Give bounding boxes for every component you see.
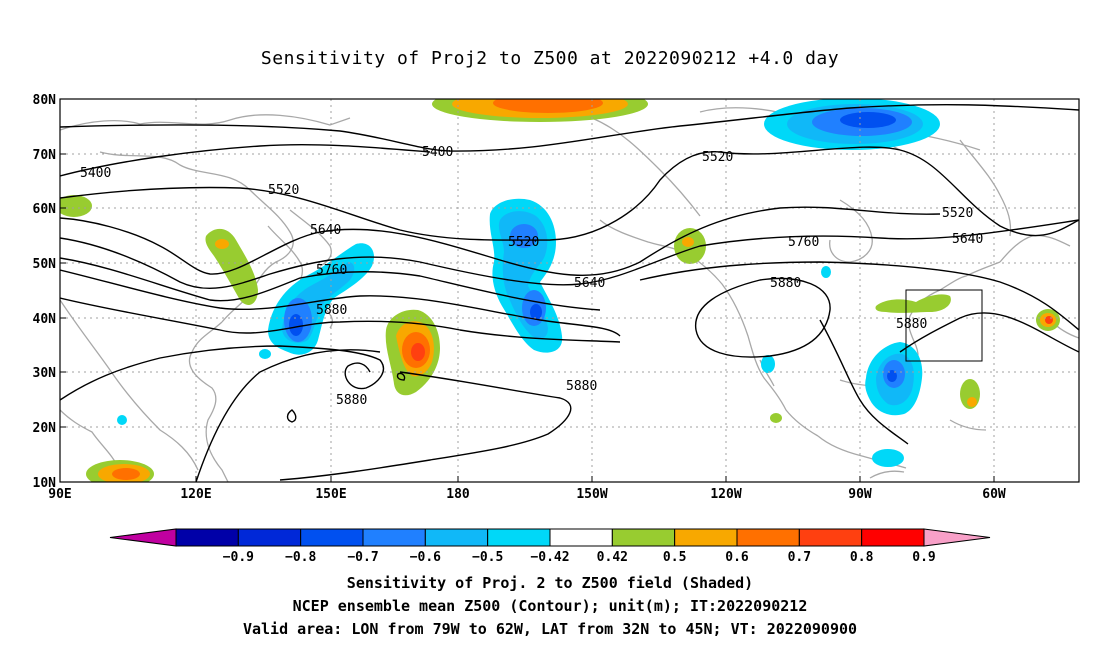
contour-label: 5520 bbox=[268, 183, 299, 198]
contour-labels: 5400 5400 5520 5520 5520 5520 5640 5640 … bbox=[80, 145, 983, 408]
lat-tick-label: 50N bbox=[33, 257, 57, 272]
colorbar-swatch bbox=[611, 528, 676, 547]
lon-tick-label: 60W bbox=[982, 487, 1006, 502]
colorbar-swatch bbox=[237, 528, 302, 547]
colorbar-label: −0.7 bbox=[347, 550, 378, 565]
lat-tick-label: 70N bbox=[33, 148, 57, 163]
colorbar-swatch bbox=[300, 528, 364, 547]
contour-label: 5880 bbox=[770, 276, 801, 291]
lon-tick-label: 180 bbox=[446, 487, 470, 502]
lat-lon-grid bbox=[60, 99, 1079, 482]
contour-label: 5640 bbox=[310, 223, 341, 238]
lon-tick-label: 90E bbox=[48, 487, 71, 502]
contour-label: 5880 bbox=[316, 303, 347, 318]
contour-label: 5760 bbox=[788, 235, 819, 250]
colorbar-label: −0.5 bbox=[472, 550, 503, 565]
colorbar-label: 0.7 bbox=[788, 550, 811, 565]
contour-label: 5880 bbox=[896, 317, 927, 332]
contour-label: 5400 bbox=[422, 145, 453, 160]
latitude-labels: 80N 70N 60N 50N 40N 30N 20N 10N bbox=[33, 93, 57, 491]
z500-contours bbox=[60, 103, 1079, 482]
contour-label: 5520 bbox=[508, 235, 539, 250]
longitude-labels: 90E 120E 150E 180 150W 120W 90W 60W bbox=[48, 487, 1006, 502]
lat-tick-label: 30N bbox=[33, 366, 57, 381]
lon-tick-label: 150E bbox=[315, 487, 346, 502]
contour-label: 5520 bbox=[702, 150, 733, 165]
colorbar-low-extension bbox=[109, 528, 177, 547]
valid-area-box bbox=[905, 289, 983, 362]
contour-label: 5640 bbox=[952, 232, 983, 247]
lon-tick-label: 120W bbox=[710, 487, 741, 502]
colorbar-label: 0.8 bbox=[850, 550, 874, 565]
contour-label: 5880 bbox=[336, 393, 367, 408]
colorbar-swatch bbox=[861, 528, 925, 547]
colorbar-swatch bbox=[549, 528, 613, 547]
colorbar-label: −0.9 bbox=[223, 550, 254, 565]
colorbar-swatch bbox=[674, 528, 738, 547]
contour-label: 5760 bbox=[316, 263, 347, 278]
colorbar-swatch bbox=[736, 528, 800, 547]
lon-tick-label: 120E bbox=[180, 487, 211, 502]
contour-label: 5880 bbox=[566, 379, 597, 394]
caption-line-2: NCEP ensemble mean Z500 (Contour); unit(… bbox=[292, 597, 808, 615]
lon-tick-label: 150W bbox=[576, 487, 607, 502]
colorbar-label: 0.6 bbox=[725, 550, 749, 565]
lat-tick-label: 60N bbox=[33, 202, 57, 217]
colorbar-label: −0.8 bbox=[285, 550, 316, 565]
colorbar-swatch bbox=[798, 528, 863, 547]
colorbar-label: 0.9 bbox=[912, 550, 935, 565]
lat-tick-label: 20N bbox=[33, 421, 57, 436]
lat-tick-label: 40N bbox=[33, 312, 57, 327]
lat-tick-label: 10N bbox=[33, 476, 57, 491]
colorbar-label: −0.6 bbox=[410, 550, 441, 565]
contour-label: 5400 bbox=[80, 166, 111, 181]
plot-frame bbox=[59, 98, 1080, 483]
colorbar-label: −0.42 bbox=[530, 550, 569, 565]
caption-line-3: Valid area: LON from 79W to 62W, LAT fro… bbox=[242, 620, 858, 638]
lat-tick-label: 80N bbox=[33, 93, 57, 108]
caption-line-1: Sensitivity of Proj. 2 to Z500 field (Sh… bbox=[346, 574, 754, 592]
colorbar-label: 0.5 bbox=[663, 550, 686, 565]
colorbar-swatch bbox=[362, 528, 426, 547]
colorbar: −0.9 −0.8 −0.7 −0.6 −0.5 −0.42 0.42 0.5 0.6 0.7 0.… bbox=[109, 528, 991, 565]
colorbar-swatch bbox=[175, 528, 239, 547]
contour-label: 5640 bbox=[574, 276, 605, 291]
colorbar-swatch bbox=[424, 528, 489, 547]
lon-tick-label: 90W bbox=[848, 487, 872, 502]
axis-ticks bbox=[59, 98, 995, 483]
contour-label: 5520 bbox=[942, 206, 973, 221]
map-title: Sensitivity of Proj2 to Z500 at 20220902… bbox=[260, 48, 840, 69]
colorbar-high-extension bbox=[923, 528, 991, 547]
colorbar-swatch bbox=[487, 528, 551, 547]
colorbar-label: 0.42 bbox=[597, 550, 628, 565]
